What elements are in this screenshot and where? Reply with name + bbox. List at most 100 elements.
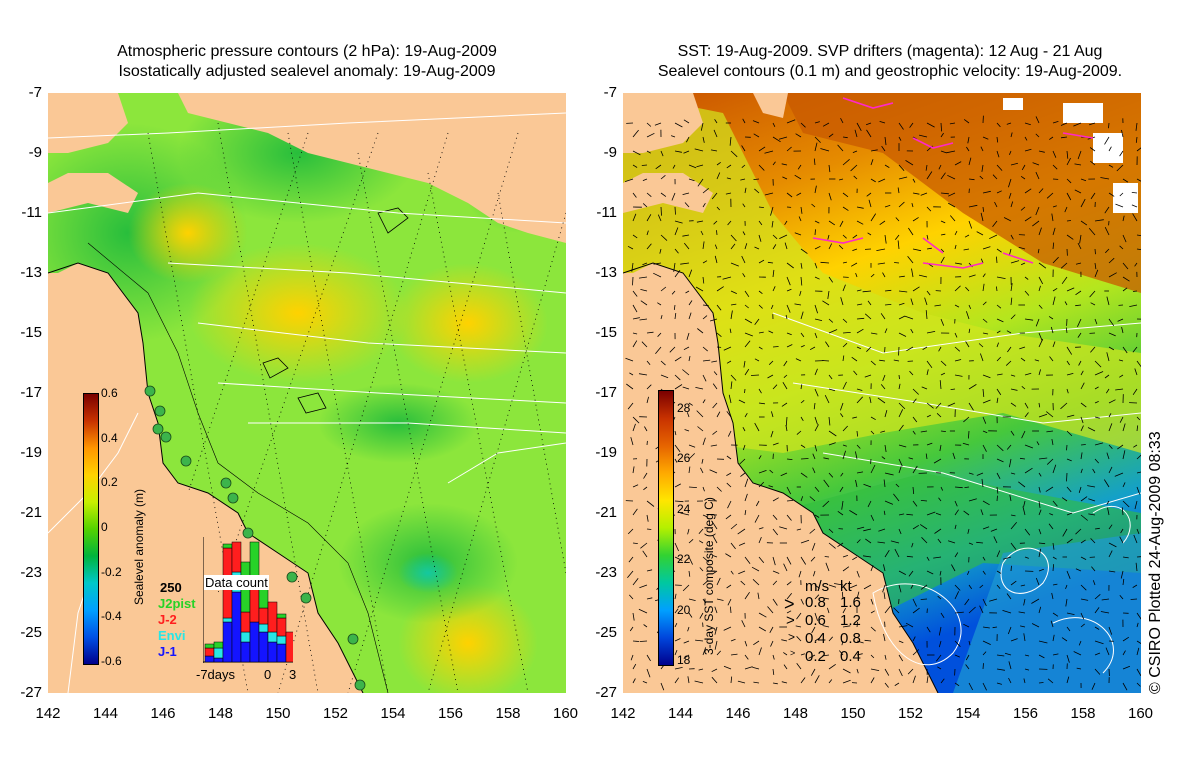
velocity-arrow (1024, 444, 1034, 449)
velocity-arrow (1066, 570, 1071, 579)
velocity-arrow (822, 360, 830, 362)
velocity-arrow (855, 479, 858, 488)
velocity-arrow (726, 455, 732, 460)
velocity-arrow (1080, 198, 1086, 208)
velocity-arrow (1007, 346, 1012, 353)
velocity-arrow (825, 562, 830, 572)
velocity-arrow (758, 290, 763, 295)
copyright-text: © CSIRO Plotted 24-Aug-2009 08:33 (1147, 431, 1164, 694)
velocity-arrow (837, 144, 844, 152)
velocity-arrow (864, 313, 872, 320)
velocity-arrow (723, 665, 732, 670)
velocity-arrow (798, 216, 802, 222)
velocity-arrow (912, 598, 917, 607)
velocity-arrow (881, 456, 886, 460)
velocity-arrow (852, 556, 858, 561)
velocity-arrow (1010, 374, 1016, 377)
velocity-arrow (660, 286, 667, 292)
velocity-arrow (1010, 388, 1018, 391)
data-count-inset (202, 537, 296, 663)
velocity-arrow (825, 341, 830, 348)
velocity-arrow (758, 455, 762, 460)
velocity-arrow (1136, 486, 1141, 495)
velocity-arrow (688, 269, 693, 278)
velocity-arrow (828, 374, 833, 380)
velocity-arrow (1108, 413, 1112, 418)
velocity-arrow (884, 289, 892, 292)
velocity-arrow (800, 472, 808, 478)
velocity-arrow (996, 150, 1000, 158)
velocity-arrow (1008, 192, 1012, 199)
velocity-arrow (758, 388, 762, 394)
velocity-arrow (1080, 514, 1088, 521)
velocity-arrow (758, 331, 764, 334)
velocity-arrow (996, 397, 999, 404)
velocity-arrow (906, 346, 914, 352)
velocity-arrow (1032, 220, 1040, 227)
velocity-arrow (965, 664, 970, 670)
velocity-arrow (753, 681, 760, 684)
velocity-arrow (993, 536, 998, 544)
velocity-arrow (884, 549, 890, 558)
velocity-arrow (1105, 388, 1110, 394)
velocity-arrow (698, 668, 704, 671)
velocity-arrow (814, 229, 816, 236)
velocity-arrow (870, 514, 875, 521)
velocity-arrow (838, 245, 844, 250)
velocity-arrow (794, 303, 802, 306)
velocity-arrow (898, 528, 902, 535)
velocity-arrow (926, 122, 935, 128)
velocity-arrow (878, 178, 886, 183)
velocity-arrow (742, 118, 746, 124)
velocity-arrow (1021, 385, 1026, 390)
velocity-arrow (686, 412, 690, 418)
velocity-arrow (1052, 287, 1058, 292)
velocity-arrow (867, 300, 872, 306)
velocity-arrow (1108, 146, 1112, 152)
velocity-arrow (828, 584, 837, 588)
velocity-arrow (696, 220, 704, 223)
satellite-tracks (147, 122, 566, 693)
velocity-arrow (926, 676, 929, 684)
velocity-arrow (1108, 399, 1116, 404)
velocity-arrow (653, 272, 662, 278)
velocity-arrow (1051, 592, 1054, 600)
velocity-arrow (716, 286, 724, 292)
velocity-arrow (1020, 175, 1026, 180)
velocity-arrow (752, 666, 760, 670)
velocity-arrow (1094, 640, 1104, 645)
velocity-arrow (639, 584, 648, 589)
velocity-arrow (1108, 570, 1116, 573)
velocity-arrow (768, 330, 774, 334)
velocity-arrow (1066, 654, 1070, 663)
velocity-arrow (840, 402, 844, 411)
velocity-arrow (1136, 556, 1141, 558)
velocity-arrow (1038, 150, 1045, 153)
velocity-arrow (980, 212, 984, 222)
reef-outline (262, 357, 289, 379)
velocity-arrow (856, 317, 865, 320)
velocity-arrow (1077, 242, 1082, 250)
velocity-arrow (996, 276, 1006, 279)
velocity-arrow (940, 132, 944, 138)
velocity-arrow (1061, 637, 1068, 642)
velocity-arrow (730, 243, 736, 250)
velocity-arrow (632, 578, 639, 586)
velocity-arrow (828, 243, 833, 250)
velocity-arrow (744, 340, 751, 348)
velocity-arrow (996, 248, 1002, 253)
velocity-arrow (674, 638, 681, 642)
velocity-arrow (1094, 371, 1104, 376)
velocity-legend-kt: 1.6 (840, 594, 861, 611)
data-count-bar (267, 631, 278, 643)
velocity-arrow (688, 598, 696, 601)
velocity-arrow (1075, 290, 1082, 296)
velocity-arrow (992, 626, 998, 629)
velocity-arrow (982, 388, 985, 397)
velocity-arrow (674, 623, 678, 628)
velocity-arrow (996, 304, 1002, 309)
velocity-arrow (996, 444, 1004, 452)
velocity-arrow (1094, 269, 1099, 278)
velocity-arrow (1035, 116, 1040, 124)
velocity-arrow (1122, 346, 1128, 354)
